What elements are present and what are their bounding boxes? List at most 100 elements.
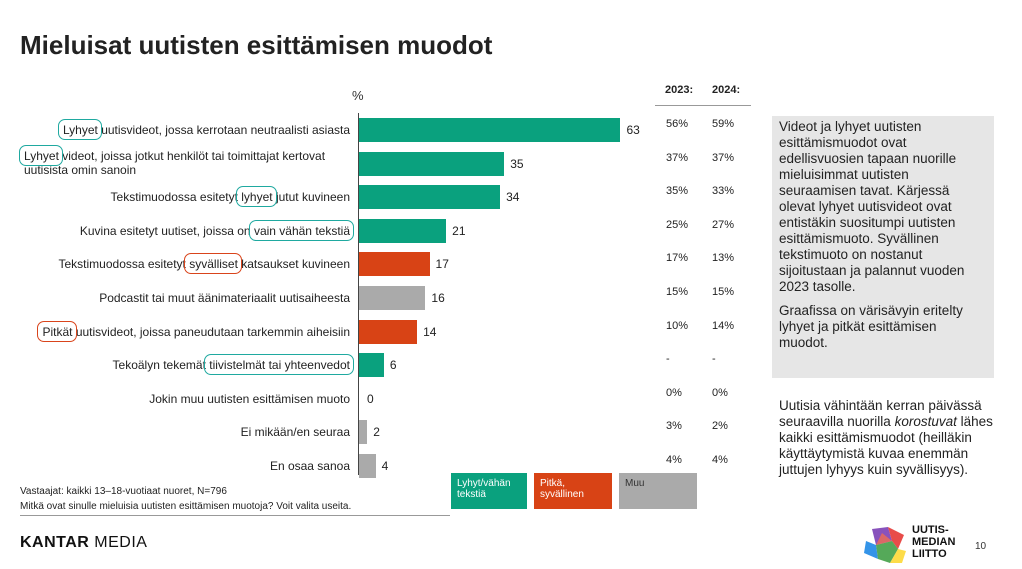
year-header-2023: 2023: — [665, 84, 694, 96]
bar-value-label: 2 — [373, 425, 380, 440]
category-label: Lyhyet uutisvideot, jossa kerrotaan neut… — [5, 123, 350, 137]
bar-value-label: 21 — [452, 223, 466, 238]
year-value-2024: 14% — [712, 319, 735, 332]
unit-label: % — [352, 88, 364, 103]
year-value-2023: 0% — [666, 386, 682, 399]
info-box: Videot ja lyhyet uutisten esittämismuodo… — [772, 116, 994, 378]
year-header-2024: 2024: — [712, 84, 741, 96]
category-text: Tekstimuodossa esitetyt — [110, 190, 242, 205]
category-label: Kuvina esitetyt uutiset, joissa on vain … — [5, 224, 350, 238]
brand-line-1: UUTIS- — [912, 524, 949, 536]
bar — [359, 319, 418, 344]
year-value-2023: 15% — [666, 286, 689, 298]
highlight-outline — [184, 253, 242, 275]
category-text: uutisvideot, joissa paneudutaan tarkemmi… — [72, 324, 350, 339]
info-paragraph-1: Videot ja lyhyet uutisten esittämismuodo… — [779, 119, 965, 294]
category-text: Ei mikään/en seuraa — [240, 425, 350, 440]
year-value-2024: 33% — [712, 185, 735, 198]
category-text: Tekoälyn tekemät — [112, 358, 210, 373]
year-value-2023: 37% — [666, 151, 689, 164]
bar — [359, 286, 426, 310]
category-text: En osaa sanoa — [269, 459, 350, 473]
highlight-outline — [248, 219, 354, 241]
bar — [359, 420, 368, 445]
highlight-outline — [19, 144, 63, 166]
category-label: Tekstimuodossa esitetyt syvälliset katsa… — [5, 257, 351, 272]
highlight-outline — [57, 119, 102, 140]
respondents-note: Vastaajat: kaikki 13–18-vuotiaat nuoret,… — [20, 486, 227, 497]
year-value-2024: 4% — [712, 454, 728, 466]
bar-value-label: 14 — [423, 324, 437, 339]
year-value-2023: 56% — [666, 118, 689, 130]
legend-item: Pitkä, syvällinen — [534, 473, 612, 509]
highlight-outline — [204, 354, 354, 376]
category-text: Jokin muu uutisten esittämisen muoto — [149, 391, 350, 406]
category-text: uutisvideot, jossa kerrotaan neutraalist… — [97, 123, 350, 137]
highlight-outline — [37, 320, 77, 342]
legend-item: Lyhyt/vähän tekstiä — [451, 473, 527, 509]
bar-value-label: 16 — [431, 291, 445, 305]
category-text: videot, joissa jotkut henkilöt tai toimi… — [24, 148, 326, 177]
category-label: Lyhyet videot, joissa jotkut henkilöt ta… — [24, 149, 346, 177]
year-value-2024: 2% — [712, 420, 728, 433]
header-divider — [655, 105, 751, 106]
year-value-2024: 37% — [712, 151, 735, 164]
highlight-outline — [236, 186, 277, 208]
year-value-2024: 13% — [712, 252, 735, 265]
category-highlight-text: syvälliset — [189, 257, 238, 272]
kantar-media-logo: KANTAR MEDIA — [20, 534, 147, 552]
bar — [359, 218, 447, 243]
bar — [359, 353, 384, 378]
category-highlight-text: Lyhyet — [62, 123, 98, 137]
year-value-2024: 27% — [712, 218, 735, 231]
brand-line-3: LIITTO — [912, 548, 947, 560]
bar-value-label: 6 — [389, 358, 397, 373]
note-divider — [20, 515, 450, 516]
category-text: katsaukset kuvineen — [237, 257, 350, 272]
year-value-2023: 10% — [666, 319, 689, 332]
year-value-2024: 15% — [712, 286, 735, 298]
bar-value-label: 34 — [506, 190, 520, 205]
year-value-2023: 25% — [666, 218, 689, 231]
year-value-2023: 4% — [666, 454, 682, 466]
category-label: Podcastit tai muut äänimateriaalit uutis… — [5, 291, 350, 305]
category-label: Tekoälyn tekemät tiivistelmät tai yhteen… — [5, 358, 350, 372]
question-note: Mitkä ovat sinulle mieluisia uutisten es… — [20, 501, 352, 512]
category-label: En osaa sanoa — [5, 459, 350, 473]
category-text: Tekstimuodossa esitetyt — [58, 257, 190, 272]
info-paragraph-3-end: lähes kaikki esittämismuodot (heilläkin … — [779, 414, 993, 477]
category-highlight-text: Lyhyet — [24, 148, 59, 163]
kantar-logo-word: KANTAR — [20, 534, 90, 551]
category-highlight-text: lyhyet — [241, 190, 273, 205]
category-text: Kuvina esitetyt uutiset, joissa on — [79, 223, 254, 238]
year-value-2023: 35% — [666, 185, 689, 198]
category-highlight-text: vain vähän tekstiä — [253, 223, 350, 238]
bar-value-label: 4 — [381, 459, 389, 473]
category-text: Podcastit tai muut äänimateriaalit uutis… — [99, 291, 350, 305]
category-highlight-text: Pitkät — [42, 324, 73, 339]
bar — [359, 185, 501, 210]
chart-axis — [358, 113, 359, 475]
legend-item: Muu — [619, 473, 697, 509]
info-paragraph-2: Graafissa on värisävyin eritelty lyhyet … — [779, 303, 963, 350]
year-value-2023: 3% — [666, 420, 682, 433]
page-number: 10 — [975, 541, 987, 552]
year-value-2023: - — [666, 353, 670, 366]
uutismedian-liitto-wordmark: UUTIS- MEDIAN LIITTO — [912, 524, 955, 560]
category-text: jutut kuvineen — [272, 190, 350, 205]
category-label: Ei mikään/en seuraa — [5, 425, 350, 439]
page-title: Mieluisat uutisten esittämisen muodot — [20, 30, 493, 60]
year-value-2023: 17% — [666, 252, 689, 265]
bar — [359, 252, 430, 277]
info-paragraph-3: Uutisia vähintään kerran päivässä seuraa… — [779, 398, 1009, 478]
bar-value-label: 35 — [510, 156, 524, 171]
year-value-2024: - — [712, 353, 716, 366]
category-highlight-text: tiivistelmät tai yhteenvedot — [209, 358, 350, 373]
info-paragraph-3-emphasis: korostuvat — [894, 414, 957, 429]
category-label: Pitkät uutisvideot, joissa paneudutaan t… — [5, 325, 350, 339]
bar — [359, 118, 621, 142]
category-label: Jokin muu uutisten esittämisen muoto — [5, 392, 350, 406]
year-value-2024: 0% — [712, 386, 728, 399]
media-logo-word: MEDIA — [89, 534, 148, 551]
bar-value-label: 63 — [626, 123, 640, 137]
